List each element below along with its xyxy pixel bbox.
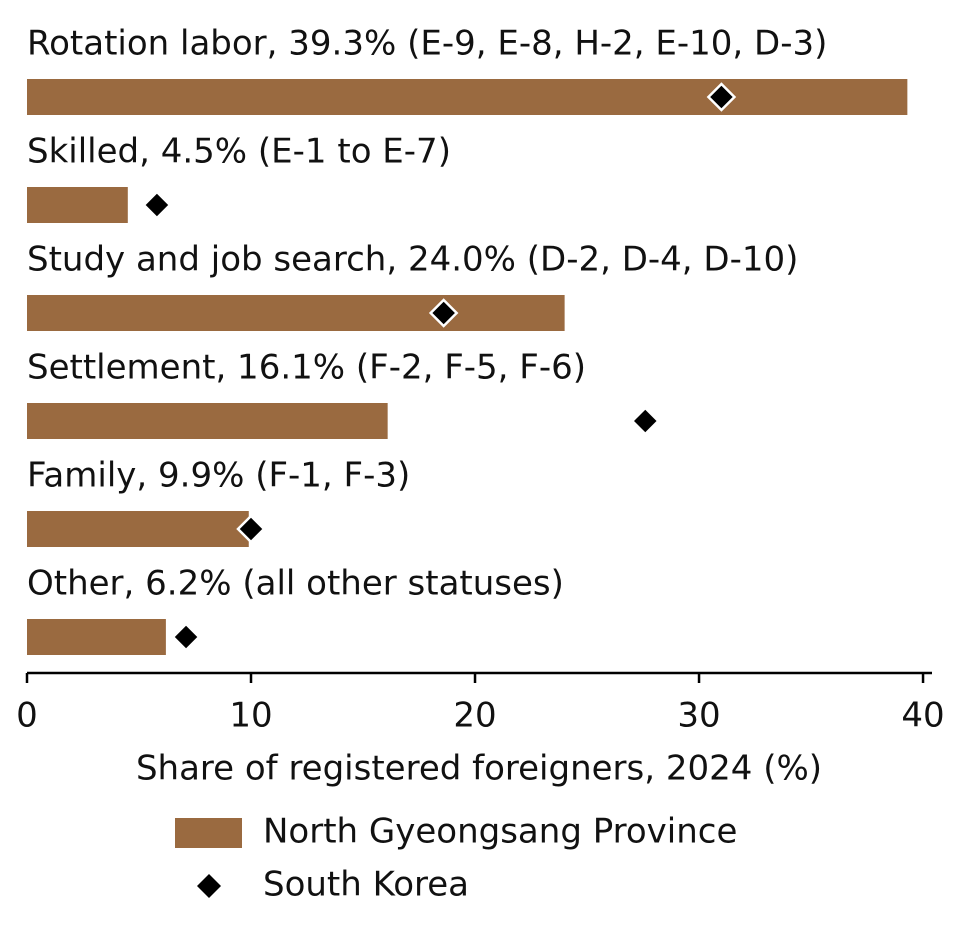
- legend-label: South Korea: [263, 865, 469, 905]
- category-label: Settlement, 16.1% (F-2, F-5, F-6): [27, 348, 586, 388]
- legend-swatch: [175, 818, 242, 848]
- category-label: Rotation labor, 39.3% (E-9, E-8, H-2, E-…: [27, 24, 827, 64]
- marker: [706, 82, 737, 112]
- marker: [142, 190, 172, 220]
- bar: [27, 511, 249, 547]
- category-label: Family, 9.9% (F-1, F-3): [27, 456, 410, 496]
- x-axis-label: Share of registered foreigners, 2024 (%): [136, 749, 822, 789]
- marker: [236, 514, 266, 544]
- category-label: Study and job search, 24.0% (D-2, D-4, D…: [27, 240, 798, 280]
- x-tick-label: 20: [453, 696, 496, 736]
- marker: [630, 406, 661, 436]
- bar: [27, 295, 565, 331]
- marker: [171, 622, 201, 652]
- bar: [27, 187, 128, 223]
- x-tick-label: 30: [677, 696, 720, 736]
- x-tick-label: 40: [901, 696, 944, 736]
- category-label: Other, 6.2% (all other statuses): [27, 564, 564, 604]
- bar: [27, 619, 166, 655]
- category-label: Skilled, 4.5% (E-1 to E-7): [27, 132, 451, 172]
- legend-marker: [197, 874, 221, 898]
- legend-label: North Gyeongsang Province: [263, 812, 737, 852]
- marker: [428, 298, 459, 328]
- bar: [27, 403, 388, 439]
- bar: [27, 79, 908, 115]
- x-tick-label: 10: [229, 696, 272, 736]
- x-tick-label: 0: [16, 696, 38, 736]
